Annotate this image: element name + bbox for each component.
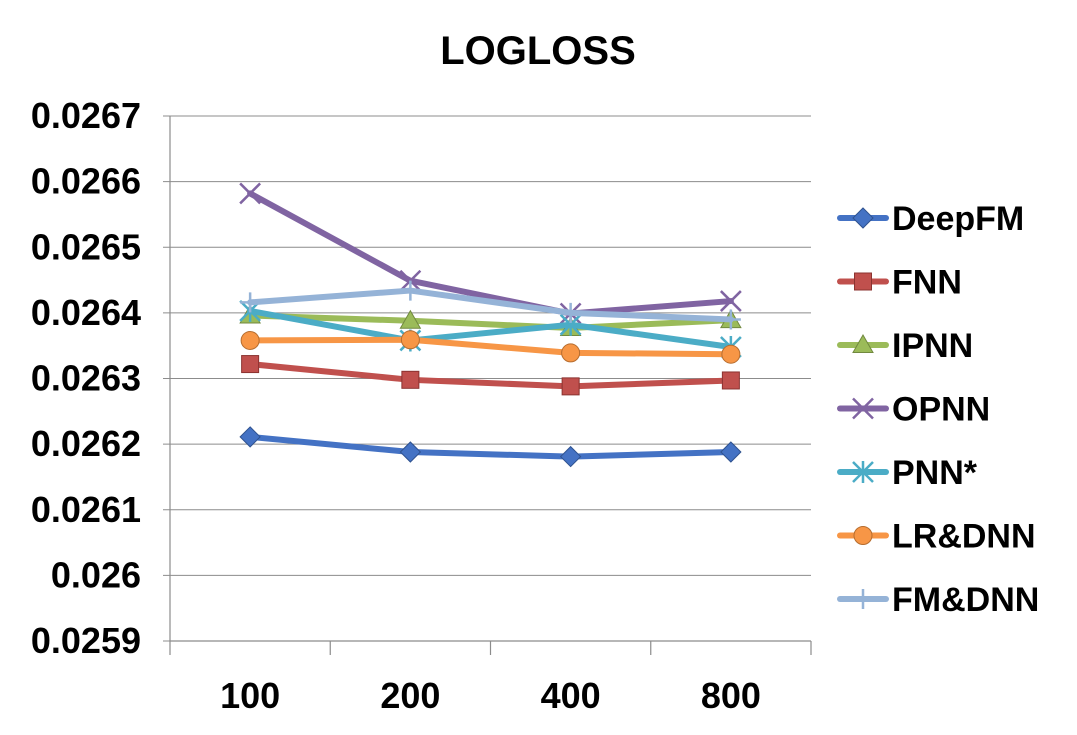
data-point: [854, 272, 872, 291]
y-tick-label: 0.0262: [31, 423, 141, 464]
data-point: [721, 344, 741, 364]
legend-item: IPNN: [837, 327, 973, 365]
data-point: [852, 207, 874, 229]
data-point: [400, 280, 421, 301]
data-point: [561, 343, 581, 363]
y-tick-label: 0.0259: [31, 620, 141, 661]
data-point: [399, 309, 422, 329]
legend-label: FM&DNN: [892, 581, 1039, 619]
legend-item: DeepFM: [837, 200, 1024, 238]
data-point: [852, 461, 874, 483]
data-point: [399, 441, 422, 463]
y-tick-label: 0.0264: [31, 292, 141, 333]
legend-item: PNN*: [837, 454, 978, 492]
data-point: [240, 292, 261, 313]
series-line: [247, 361, 734, 390]
series-lines: [239, 182, 742, 468]
data-point: [241, 355, 260, 374]
y-tick-label: 0.0265: [31, 226, 141, 267]
chart-title: LOGLOSS: [440, 29, 636, 73]
series-lr-dnn: [240, 330, 741, 364]
data-point: [721, 371, 740, 390]
legend-label: OPNN: [892, 391, 990, 429]
data-point: [720, 441, 742, 463]
data-point: [852, 397, 874, 420]
x-tick-label: 400: [541, 675, 601, 716]
y-tick-label: 0.0261: [31, 489, 141, 530]
data-point: [561, 377, 580, 396]
data-point: [239, 426, 261, 448]
legend-item: OPNN: [837, 391, 990, 429]
data-point: [852, 333, 874, 353]
legend-item: FNN: [837, 264, 962, 302]
legend-label: PNN*: [892, 454, 978, 492]
x-tick-label: 800: [701, 675, 761, 716]
series-line: [247, 336, 734, 358]
series-line: [247, 287, 734, 323]
axes: [163, 115, 812, 655]
y-tick-label: 0.026: [51, 554, 141, 595]
legend-label: LR&DNN: [892, 518, 1036, 556]
legend-label: DeepFM: [892, 200, 1024, 238]
data-point: [560, 302, 581, 323]
legend-label: FNN: [892, 264, 962, 302]
series-line: [247, 433, 734, 460]
series-line: [247, 312, 734, 331]
data-point: [239, 182, 262, 205]
series-line: [247, 190, 734, 317]
data-point: [719, 290, 742, 312]
y-tick-labels: 0.0259 0.026 0.0261 0.0262 0.0263 0.0264 0.026…: [31, 95, 141, 661]
y-tick-label: 0.0266: [31, 161, 141, 202]
y-tick-label: 0.0267: [31, 95, 141, 136]
x-tick-labels: 100 200 400 800: [220, 675, 761, 716]
series-deepfm: [239, 426, 742, 468]
x-tick-label: 100: [220, 675, 280, 716]
data-point: [401, 370, 420, 389]
data-point: [559, 445, 582, 468]
data-point: [853, 589, 873, 609]
series-fnn: [241, 355, 740, 396]
legend-label: IPNN: [892, 327, 973, 365]
series-line: [247, 307, 734, 350]
y-tick-label: 0.0263: [31, 358, 141, 399]
legend: DeepFM FNN IPNN OPNN PNN* LR&DNN FM&DNN: [837, 200, 1039, 619]
legend-item: LR&DNN: [837, 518, 1036, 556]
data-point: [853, 526, 873, 545]
legend-item: FM&DNN: [837, 581, 1039, 619]
x-tick-label: 200: [380, 675, 440, 716]
data-point: [720, 309, 741, 330]
series-fm-dnn: [240, 280, 741, 330]
data-point: [240, 330, 260, 350]
data-point: [400, 330, 420, 350]
